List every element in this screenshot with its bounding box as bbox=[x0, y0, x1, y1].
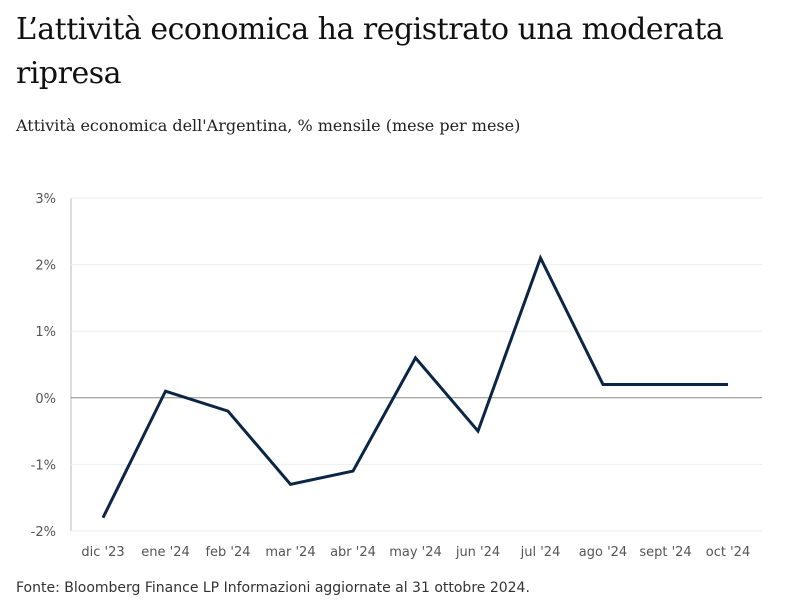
x-tick-label: ago '24 bbox=[579, 545, 627, 560]
x-tick-label: may '24 bbox=[389, 545, 442, 560]
x-tick-label: jun '24 bbox=[455, 545, 500, 560]
x-tick-label: oct '24 bbox=[706, 545, 750, 560]
x-tick-label: mar '24 bbox=[265, 545, 315, 560]
y-tick-label: 3% bbox=[35, 192, 56, 207]
y-tick-label: 0% bbox=[35, 392, 56, 407]
y-tick-label: -1% bbox=[31, 458, 56, 473]
y-tick-label: 2% bbox=[35, 259, 56, 274]
chart-title: L’attività economica ha registrato una m… bbox=[16, 12, 724, 91]
x-tick-label: sept '24 bbox=[639, 545, 691, 560]
series-line bbox=[101, 254, 728, 519]
x-tick-label: feb '24 bbox=[205, 545, 250, 560]
x-tick-label: jul '24 bbox=[520, 545, 561, 560]
x-tick-label: ene '24 bbox=[141, 545, 189, 560]
x-tick-label: abr '24 bbox=[330, 545, 376, 560]
y-tick-label: 1% bbox=[35, 325, 56, 340]
source-note: Fonte: Bloomberg Finance LP Informazioni… bbox=[16, 580, 530, 596]
chart-subtitle: Attività economica dell'Argentina, % men… bbox=[16, 116, 521, 135]
x-tick-label: dic '23 bbox=[81, 545, 124, 560]
y-tick-label: -2% bbox=[31, 525, 56, 540]
